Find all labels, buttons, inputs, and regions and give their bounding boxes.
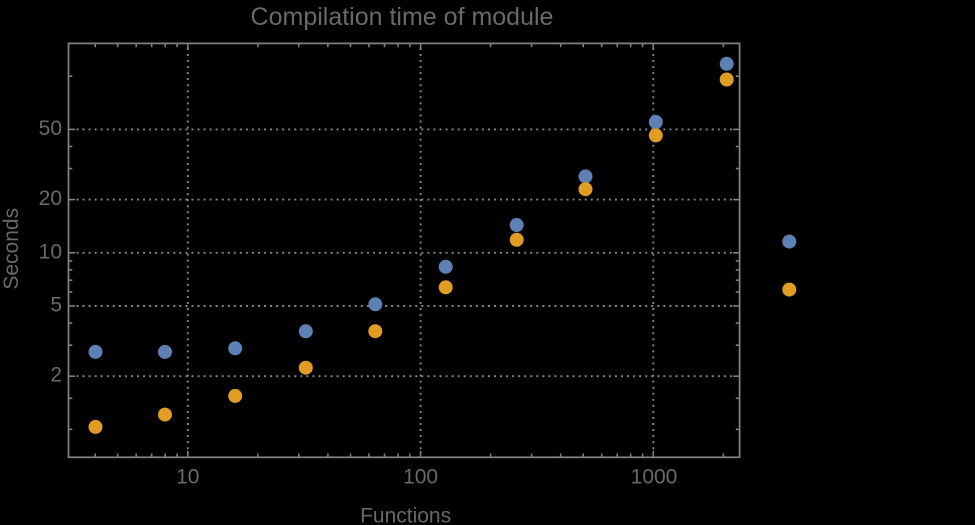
svg-text:100: 100: [403, 466, 438, 489]
svg-text:5: 5: [50, 294, 62, 317]
svg-text:20: 20: [39, 187, 62, 210]
svg-text:10: 10: [176, 466, 199, 489]
svg-text:Functions: Functions: [360, 505, 451, 525]
svg-text:10: 10: [39, 240, 62, 263]
svg-text:50: 50: [39, 117, 62, 140]
svg-text:Compilation time of module: Compilation time of module: [251, 3, 554, 31]
svg-text:2: 2: [50, 364, 62, 387]
svg-text:Seconds: Seconds: [0, 208, 23, 290]
svg-text:1000: 1000: [631, 466, 678, 489]
